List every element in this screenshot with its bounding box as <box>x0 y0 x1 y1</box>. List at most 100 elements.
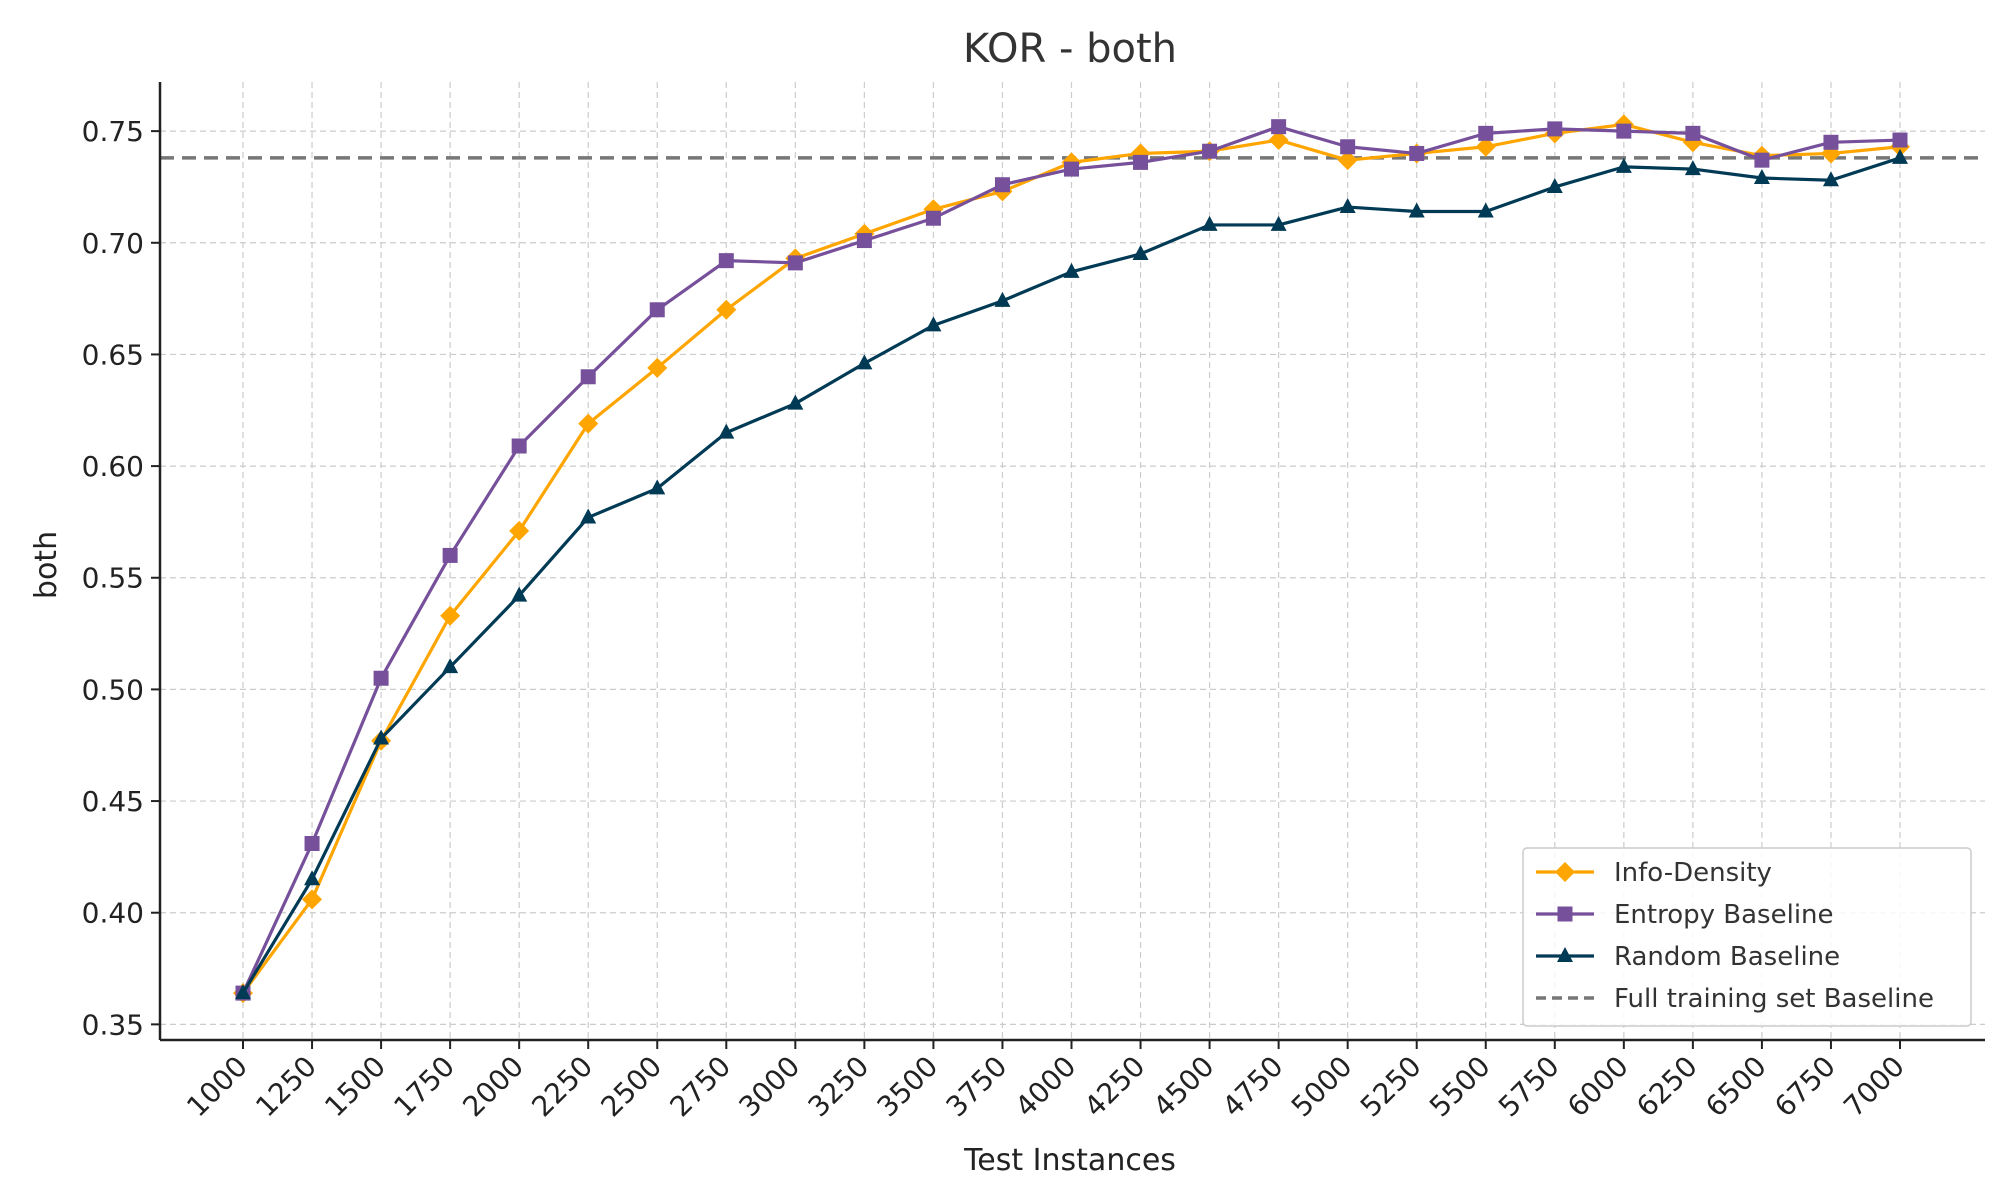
data-point-square <box>1409 145 1425 161</box>
x-tick-label: 1750 <box>387 1050 461 1124</box>
data-point-square <box>373 670 389 686</box>
data-point-triangle <box>1546 177 1563 193</box>
series-2 <box>235 148 1908 1000</box>
data-point-triangle <box>235 984 251 1000</box>
data-point-square <box>580 369 596 385</box>
x-tick-label: 5250 <box>1354 1050 1428 1124</box>
y-tick-label: 0.50 <box>82 673 144 706</box>
data-point-triangle <box>1408 202 1425 218</box>
data-point-diamond <box>1555 862 1575 882</box>
y-tick-label: 0.40 <box>82 897 144 930</box>
legend-item: Info-Density <box>1536 858 1772 888</box>
data-point-triangle <box>1615 157 1632 173</box>
x-tick-label: 3750 <box>940 1050 1014 1124</box>
data-point-square <box>787 255 803 271</box>
data-point-triangle <box>1557 947 1573 962</box>
legend-box <box>1522 847 1972 1027</box>
x-tick-label: 2500 <box>594 1050 668 1124</box>
data-point-square <box>994 177 1010 193</box>
x-tick-label: 5500 <box>1423 1050 1497 1124</box>
x-tick-label: 4750 <box>1216 1050 1290 1124</box>
data-point-square <box>1823 134 1839 150</box>
data-point-square <box>1557 906 1573 922</box>
data-point-square <box>1547 121 1563 137</box>
data-point-diamond <box>1337 150 1358 171</box>
data-point-triangle <box>442 658 459 674</box>
data-point-triangle <box>1684 160 1701 176</box>
y-tick-label: 0.45 <box>82 785 144 818</box>
data-point-square <box>856 233 872 249</box>
legend-item: Random Baseline <box>1536 942 1840 972</box>
x-tick-label: 4000 <box>1009 1050 1083 1124</box>
data-point-diamond <box>440 605 461 626</box>
x-tick-label: 5750 <box>1492 1050 1566 1124</box>
data-point-triangle <box>856 354 873 370</box>
data-point-triangle <box>304 870 321 886</box>
data-point-triangle <box>1270 215 1287 231</box>
x-tick-label: 2000 <box>456 1050 530 1124</box>
data-point-triangle <box>649 479 666 495</box>
y-tick-label: 0.35 <box>82 1008 144 1041</box>
x-tick-label: 4250 <box>1078 1050 1152 1124</box>
data-point-diamond <box>1475 136 1496 157</box>
data-point-square <box>1133 154 1149 170</box>
series-layer <box>233 114 1910 1004</box>
legend-label: Info-Density <box>1614 858 1772 888</box>
x-tick-label: 6750 <box>1768 1050 1842 1124</box>
x-tick-label: 3000 <box>733 1050 807 1124</box>
y-tick-label: 0.75 <box>82 115 144 148</box>
data-point-diamond <box>716 299 737 320</box>
x-tick-label: 1250 <box>249 1050 323 1124</box>
data-point-triangle <box>1063 262 1080 278</box>
legend-label: Random Baseline <box>1614 942 1840 972</box>
x-tick-label: 3500 <box>871 1050 945 1124</box>
data-point-square <box>1064 161 1079 177</box>
legend-item: Full training set Baseline <box>1536 984 1934 1014</box>
data-point-square <box>649 302 665 318</box>
chart-title: KOR - both <box>963 26 1177 72</box>
x-tick-label: 6500 <box>1699 1050 1773 1124</box>
data-point-square <box>718 253 734 269</box>
legend-label: Full training set Baseline <box>1614 984 1934 1014</box>
data-point-triangle <box>925 316 942 332</box>
x-tick-label: 6000 <box>1561 1050 1635 1124</box>
data-point-triangle <box>1822 171 1839 187</box>
data-point-square <box>1685 125 1701 141</box>
x-tick-label: 7000 <box>1837 1050 1911 1124</box>
x-tick-label: 2250 <box>525 1050 599 1124</box>
data-point-triangle <box>1132 244 1149 260</box>
data-point-triangle <box>580 508 597 524</box>
data-point-diamond <box>302 889 323 910</box>
data-point-square <box>1892 132 1908 148</box>
x-axis-label: Test Instances <box>963 1143 1176 1178</box>
data-point-triangle <box>718 423 735 439</box>
data-point-diamond <box>578 413 599 434</box>
data-point-square <box>304 835 320 851</box>
data-point-square <box>925 210 941 226</box>
data-point-triangle <box>1339 198 1356 214</box>
x-tick-label: 5000 <box>1285 1050 1359 1124</box>
data-point-triangle <box>373 729 390 745</box>
data-point-square <box>511 438 527 454</box>
x-tick-label: 3250 <box>802 1050 876 1124</box>
data-point-square <box>1616 123 1632 139</box>
y-tick-label: 0.70 <box>82 227 144 260</box>
data-point-square <box>1478 125 1494 141</box>
y-tick-label: 0.60 <box>82 450 144 483</box>
x-tick-label: 1000 <box>180 1050 254 1124</box>
x-tick-label: 1500 <box>318 1050 392 1124</box>
y-axis-label: both <box>29 531 64 599</box>
x-tick-label: 4500 <box>1147 1050 1221 1124</box>
data-point-triangle <box>1753 169 1770 185</box>
series-1 <box>235 119 1908 1001</box>
data-point-square <box>1340 139 1356 155</box>
data-point-diamond <box>509 520 530 541</box>
data-point-square <box>1271 119 1287 135</box>
data-point-square <box>442 547 458 563</box>
data-point-diamond <box>647 357 668 378</box>
x-tick-label: 2750 <box>664 1050 738 1124</box>
legend-item: Entropy Baseline <box>1536 900 1834 930</box>
data-point-square <box>1202 143 1218 159</box>
legend-label: Entropy Baseline <box>1614 900 1834 930</box>
